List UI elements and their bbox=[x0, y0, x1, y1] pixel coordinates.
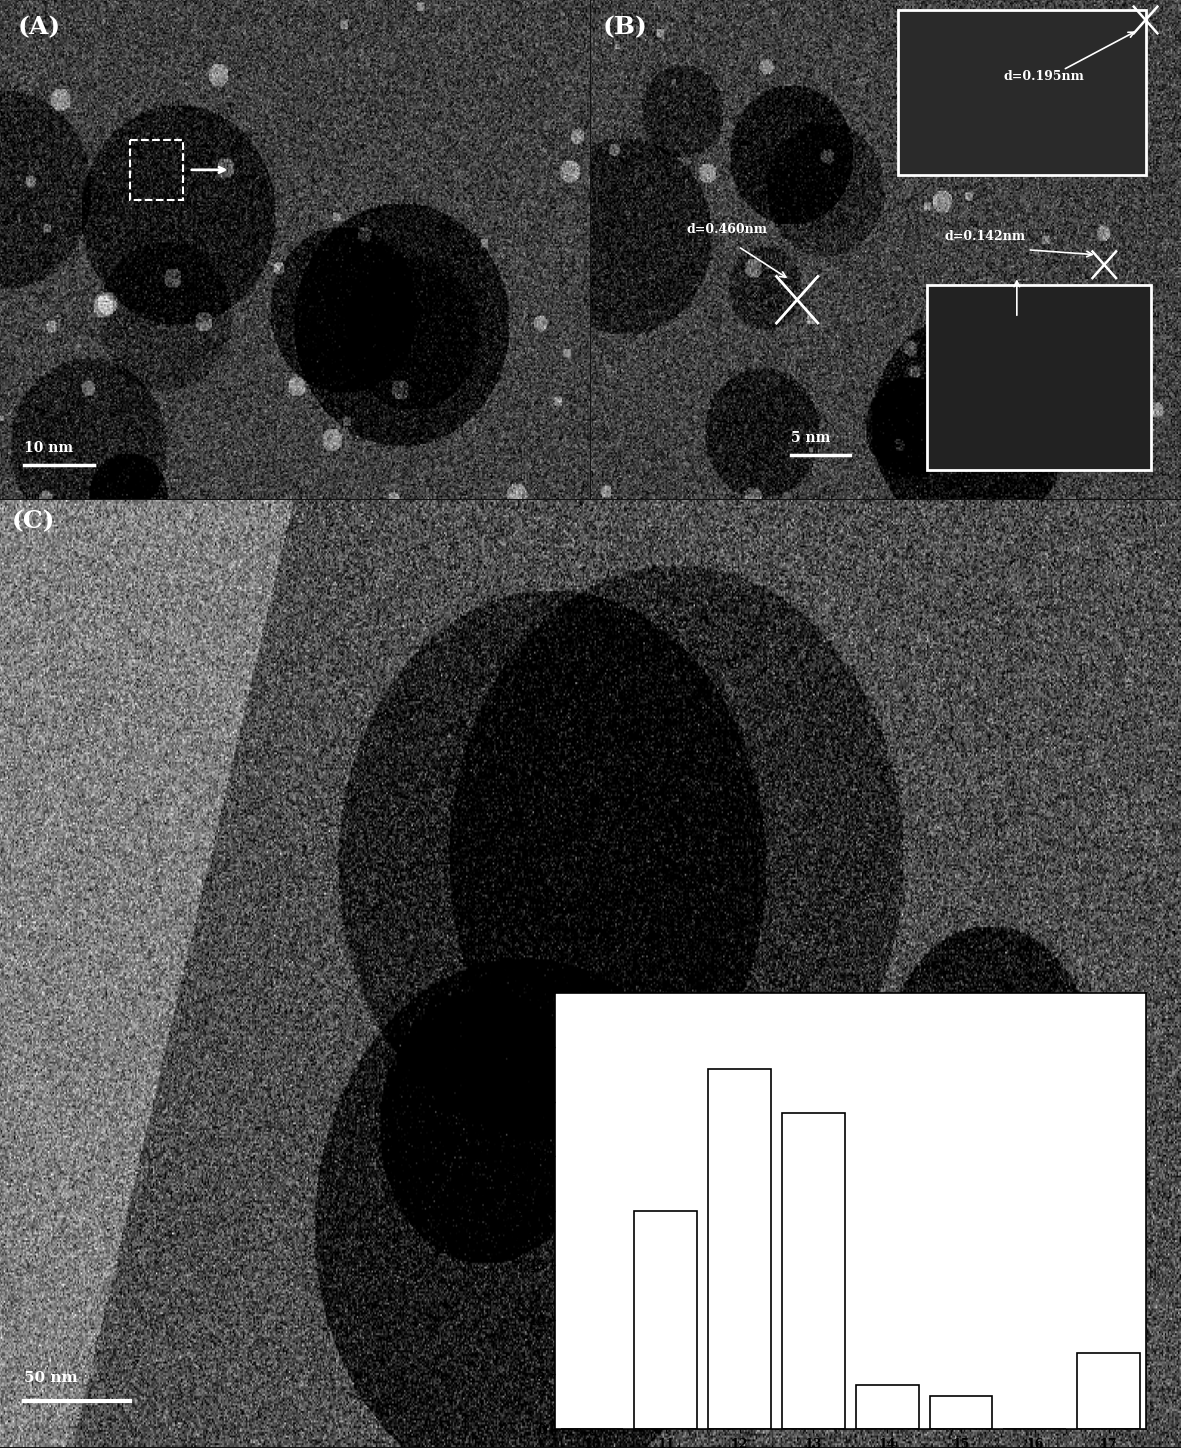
Bar bbox=[634, 1211, 697, 1429]
Text: 10 nm: 10 nm bbox=[24, 440, 73, 455]
Bar bbox=[1077, 1352, 1140, 1429]
Bar bbox=[927, 285, 1151, 469]
Bar bbox=[898, 10, 1146, 175]
Text: 50 nm: 50 nm bbox=[24, 1371, 78, 1386]
Text: d=0.195nm: d=0.195nm bbox=[1004, 70, 1084, 83]
Text: (B): (B) bbox=[602, 14, 647, 39]
Text: d=0.460nm: d=0.460nm bbox=[686, 223, 768, 236]
Bar bbox=[709, 1069, 771, 1429]
Text: (A): (A) bbox=[18, 14, 61, 39]
Text: 5 nm: 5 nm bbox=[791, 430, 830, 445]
Bar bbox=[856, 1386, 919, 1429]
Bar bbox=[929, 1396, 992, 1429]
Bar bbox=[782, 1112, 844, 1429]
Bar bbox=[130, 140, 183, 200]
Y-axis label: Percentage (%): Percentage (%) bbox=[513, 1157, 526, 1264]
Text: (C): (C) bbox=[12, 510, 56, 533]
Text: d=0.142nm: d=0.142nm bbox=[945, 230, 1026, 243]
